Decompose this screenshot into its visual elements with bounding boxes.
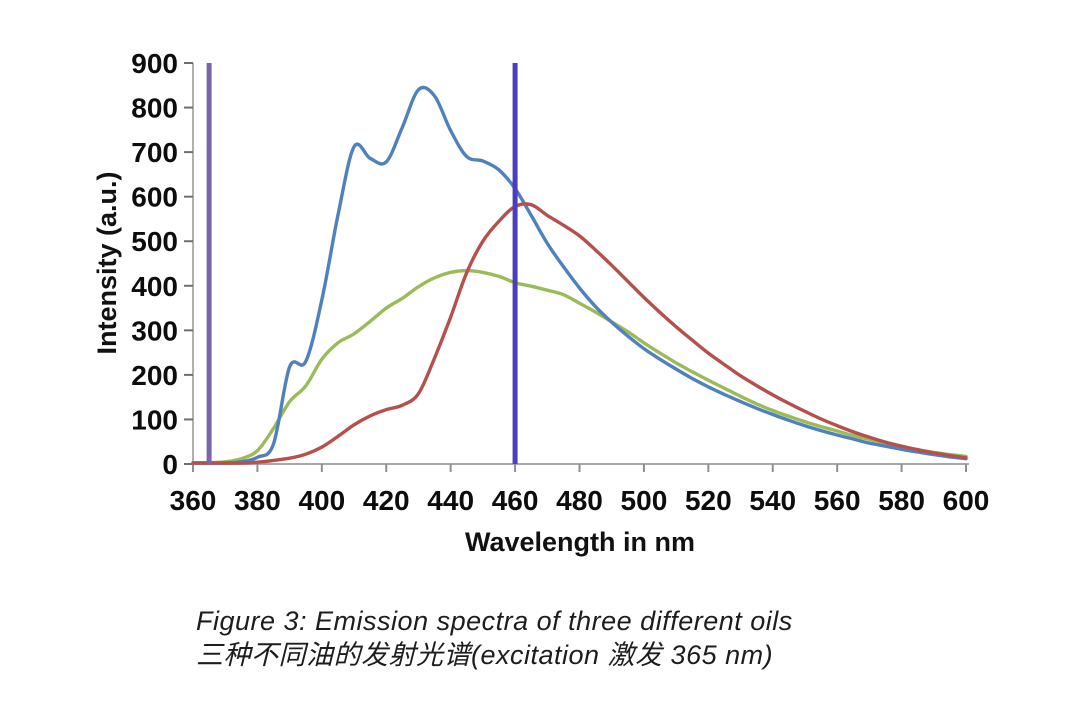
x-tick-label: 580 [878, 485, 925, 516]
x-tick-label: 460 [492, 485, 539, 516]
x-tick-label: 560 [814, 485, 861, 516]
axes: 0 100 200 300 400 500 600 700 800 900 360 380 400 420… [131, 48, 989, 516]
x-tick-label: 400 [298, 485, 345, 516]
x-tick-label: 420 [363, 485, 410, 516]
y-tick-label: 400 [131, 271, 178, 302]
y-tick-label: 300 [131, 315, 178, 346]
y-tick-label: 500 [131, 226, 178, 257]
curve-oil-green [191, 268, 968, 465]
x-tick-label: 600 [943, 485, 990, 516]
curve-oil-red [191, 202, 968, 465]
x-tick-label: 360 [170, 485, 217, 516]
curve-oil-blue [191, 85, 968, 465]
x-tick-label: 520 [685, 485, 732, 516]
y-axis-title: Intensity (a.u.) [92, 171, 122, 354]
x-axis-title: Wavelength in nm [465, 527, 695, 557]
y-tick-label: 900 [131, 48, 178, 79]
figure-caption: Figure 3: Emission spectra of three diff… [196, 604, 793, 672]
y-tick-label: 600 [131, 182, 178, 213]
x-tick-label: 540 [749, 485, 796, 516]
emission-spectra-chart: 0 100 200 300 400 500 600 700 800 900 360 380 400 420… [92, 48, 989, 557]
x-tick-label: 380 [234, 485, 281, 516]
y-tick-label: 0 [162, 449, 178, 480]
x-tick-label: 440 [427, 485, 474, 516]
y-tick-label: 100 [131, 404, 178, 435]
y-tick-label: 800 [131, 93, 178, 124]
y-tick-label: 200 [131, 360, 178, 391]
excitation-markers [206, 63, 518, 464]
caption-line-1: Figure 3: Emission spectra of three diff… [196, 606, 793, 636]
x-tick-label: 500 [621, 485, 668, 516]
x-tick-label: 480 [556, 485, 603, 516]
spectra-curves [191, 85, 968, 465]
y-tick-label: 700 [131, 137, 178, 168]
caption-line-2: 三种不同油的发射光谱(excitation 激发 365 nm) [196, 640, 774, 670]
